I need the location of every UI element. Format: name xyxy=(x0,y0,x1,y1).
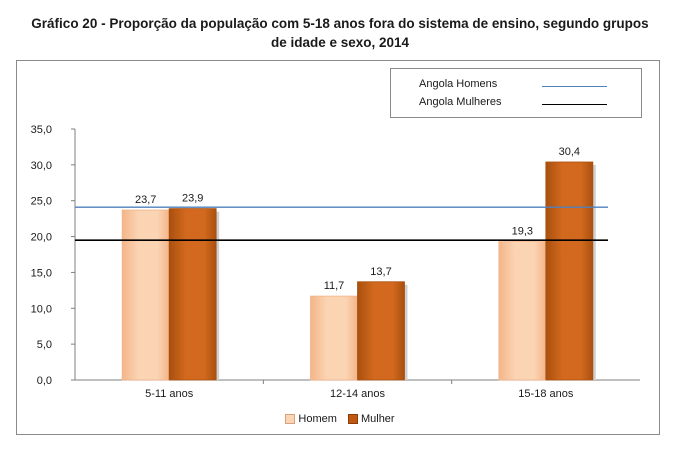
bar-mulher-1 xyxy=(168,208,217,381)
y-tick-label: 0,0 xyxy=(37,375,52,387)
legend-item-homem: Homem xyxy=(285,413,337,425)
legend-line-angola-homens xyxy=(542,86,607,87)
x-tick-label: 12-14 anos xyxy=(330,388,386,400)
x-tick-label: 5-11 anos xyxy=(145,388,194,400)
legend-swatch-mulher xyxy=(347,414,358,424)
data-label-mulher: 23,9 xyxy=(182,193,203,205)
data-label-homem: 23,7 xyxy=(135,194,156,206)
bar-homem-1 xyxy=(121,209,170,381)
chart-title-line-2: de idade e sexo, 2014 xyxy=(270,35,410,50)
series-legend: Homem Mulher xyxy=(0,413,680,427)
chart-title-line-1: Gráfico 20 - Proporção da população com … xyxy=(31,16,649,31)
legend-label-mulher: Mulher xyxy=(360,413,395,425)
y-tick-label: 20,0 xyxy=(31,232,52,244)
chart-title: Gráfico 20 - Proporção da população com … xyxy=(0,14,680,52)
y-tick-label: 25,0 xyxy=(31,196,52,208)
legend-label-homem: Homem xyxy=(298,413,337,425)
bar-mulher-3 xyxy=(545,161,594,381)
data-label-mulher: 13,7 xyxy=(370,266,391,278)
y-tick-label: 35,0 xyxy=(31,124,52,136)
bar-homem-2 xyxy=(310,295,358,381)
y-tick-label: 15,0 xyxy=(31,267,52,279)
y-tick-label: 5,0 xyxy=(37,339,52,351)
y-tick-label: 10,0 xyxy=(31,303,52,315)
x-tick-label: 15-18 anos xyxy=(518,388,574,400)
legend-label-angola-mulheres: Angola Mulheres xyxy=(419,96,502,108)
data-label-homem: 19,3 xyxy=(512,226,533,238)
legend-swatch-homem xyxy=(285,414,296,424)
bar-homem-3 xyxy=(498,241,547,381)
bar-mulher-2 xyxy=(357,281,405,381)
data-label-mulher: 30,4 xyxy=(559,146,580,158)
legend-label-angola-homens: Angola Homens xyxy=(419,78,498,90)
data-label-homem: 11,7 xyxy=(324,280,345,292)
legend-line-angola-mulheres xyxy=(542,104,607,105)
legend-item-mulher: Mulher xyxy=(347,413,395,425)
y-tick-label: 30,0 xyxy=(31,160,52,172)
reference-lines-legend: Angola Homens Angola Mulheres xyxy=(390,68,642,118)
